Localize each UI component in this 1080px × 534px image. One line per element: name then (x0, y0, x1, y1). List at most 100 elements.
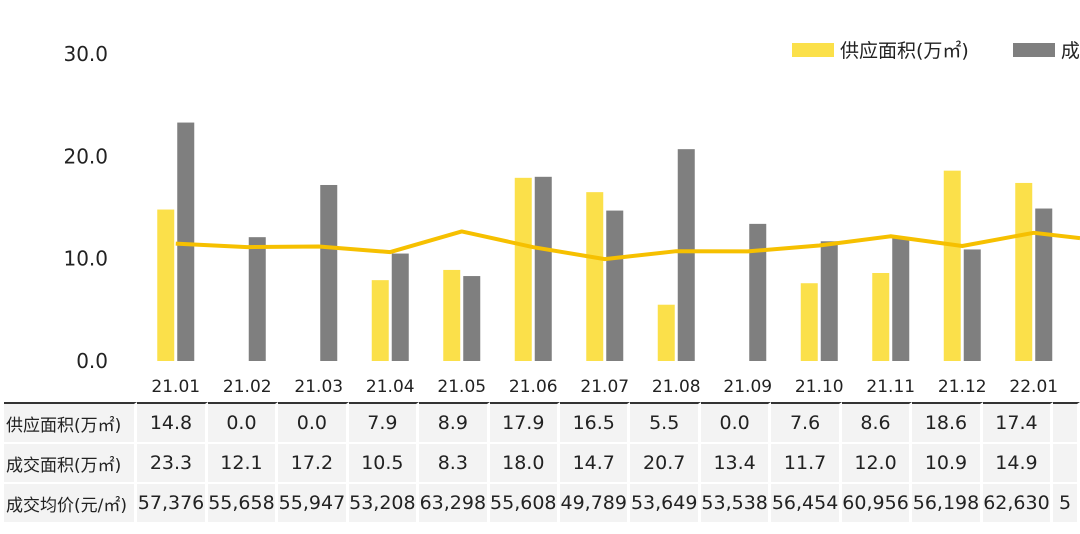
table-cell: 11.7 (771, 444, 842, 484)
table-cell: 23.3 (137, 444, 208, 484)
table-cell (1053, 402, 1080, 444)
deal-bars (177, 122, 1053, 362)
bar-deal (677, 149, 695, 361)
bar-supply (657, 304, 675, 361)
table-cell: 56,454 (771, 484, 842, 524)
row-label: 成交面积(万㎡) (4, 444, 138, 484)
x-axis-ticks: 21.01 21.02 21.03 21.04 21.05 21.06 21.07 21.08… (151, 377, 1058, 397)
bar-supply (800, 283, 818, 361)
y-tick-label: 10.0 (63, 247, 108, 271)
x-tick-label: 21.11 (866, 377, 915, 397)
table-cell: 14.7 (560, 444, 631, 484)
x-tick-label: 21.01 (151, 377, 200, 397)
x-tick-label: 21.10 (795, 377, 844, 397)
x-tick-label: 21.08 (652, 377, 701, 397)
x-tick-label: 21.05 (437, 377, 486, 397)
y-axis-ticks: 30.0 20.0 10.0 0.0 (63, 42, 108, 373)
x-tick-label: 21.09 (723, 377, 772, 397)
row-label: 供应面积(万㎡) (4, 402, 138, 444)
bar-deal (534, 176, 552, 361)
bar-supply (872, 272, 890, 361)
table-cell: 63,298 (419, 484, 490, 524)
table-cell: 0.0 (700, 402, 772, 444)
bar-supply (943, 170, 961, 361)
bar-deal (320, 184, 338, 361)
bar-deal (248, 237, 266, 361)
y-tick-label: 30.0 (63, 42, 108, 66)
bar-deal (1035, 208, 1053, 361)
table-cell: 53,649 (630, 484, 701, 524)
price-line-path (175, 229, 1080, 262)
y-tick-label: 20.0 (63, 144, 108, 168)
table-cell: 0.0 (207, 402, 279, 444)
x-tick-label: 22.01 (1009, 377, 1058, 397)
table-cell: 13.4 (700, 444, 772, 484)
legend: 供应面积(万㎡) 成 (792, 36, 1080, 63)
row-label: 成交均价(元/㎡) (4, 484, 138, 524)
x-tick-label: 21.07 (580, 377, 629, 397)
bar-deal (177, 122, 195, 362)
table-cell: 55,658 (207, 484, 279, 524)
table-cell: 16.5 (560, 402, 631, 444)
bar-supply (1015, 182, 1033, 361)
table-cell: 12.1 (207, 444, 279, 484)
table-cell: 56,198 (912, 484, 983, 524)
legend-item-supply: 供应面积(万㎡) (792, 36, 969, 63)
table-cell: 62,630 (982, 484, 1054, 524)
supply-bars (157, 170, 1033, 361)
table-row: 供应面积(万㎡) 14.8 0.0 0.0 7.9 8.9 17.9 16.5 5.5 0.0 7.… (4, 402, 1080, 444)
table-row: 成交面积(万㎡) 23.3 12.1 17.2 10.5 8.3 18.0 14.7 20.7 1… (4, 444, 1080, 484)
table-cell: 20.7 (630, 444, 701, 484)
bar-deal (820, 241, 838, 361)
table-cell: 57,376 (137, 484, 208, 524)
table-cell: 8.3 (419, 444, 490, 484)
bar-deal (391, 253, 409, 361)
table-cell: 10.5 (348, 444, 420, 484)
x-tick-label: 21.03 (294, 377, 343, 397)
table-cell: 8.9 (419, 402, 490, 444)
bar-supply (514, 177, 532, 361)
legend-swatch-deal (1012, 42, 1055, 57)
bar-deal (463, 276, 481, 361)
table-cell: 60,956 (841, 484, 913, 524)
bar-deal (892, 238, 910, 361)
bar-supply (443, 269, 461, 361)
table-cell: 17.4 (982, 402, 1054, 444)
table-cell: 0.0 (278, 402, 349, 444)
table-cell: 5 (1053, 484, 1080, 524)
table-cell: 53,538 (700, 484, 772, 524)
x-tick-label: 21.02 (223, 377, 272, 397)
bar-deal (606, 210, 624, 361)
table-cell: 7.9 (348, 402, 420, 444)
legend-item-deal: 成 (1012, 36, 1080, 63)
legend-label-supply: 供应面积(万㎡) (840, 40, 969, 62)
data-table: 供应面积(万㎡) 14.8 0.0 0.0 7.9 8.9 17.9 16.5 5.5 0.0 7.… (4, 402, 1080, 524)
table-cell: 18.0 (489, 444, 560, 484)
table-cell: 17.9 (489, 402, 560, 444)
x-tick-label: 21.06 (509, 377, 558, 397)
table-cell (1053, 444, 1080, 484)
combo-chart: 30.020.010.00.0 21.01 21.02 21.03 21.04 21.0… (63, 42, 1080, 397)
bar-deal (749, 223, 767, 361)
x-tick-label: 21.12 (938, 377, 987, 397)
table-cell: 5.5 (630, 402, 701, 444)
table-row: 成交均价(元/㎡) 57,376 55,658 55,947 53,208 63,298 5… (4, 484, 1080, 524)
y-tick-label: 0.0 (76, 349, 108, 373)
bar-deal (963, 249, 981, 361)
legend-label-deal: 成 (1060, 40, 1080, 62)
bar-supply (371, 280, 389, 361)
table-cell: 55,608 (489, 484, 560, 524)
table-cell: 14.8 (137, 402, 208, 444)
table-cell: 18.6 (912, 402, 983, 444)
table-cell: 53,208 (348, 484, 420, 524)
table-cell: 8.6 (841, 402, 913, 444)
price-line (175, 229, 1080, 262)
bar-supply (586, 192, 604, 361)
legend-swatch-supply (792, 42, 834, 57)
table-cell: 12.0 (841, 444, 913, 484)
table-cell: 10.9 (912, 444, 983, 484)
table-cell: 17.2 (278, 444, 349, 484)
table-cell: 49,789 (560, 484, 631, 524)
x-tick-label: 21.04 (366, 377, 415, 397)
bar-supply (157, 209, 175, 361)
